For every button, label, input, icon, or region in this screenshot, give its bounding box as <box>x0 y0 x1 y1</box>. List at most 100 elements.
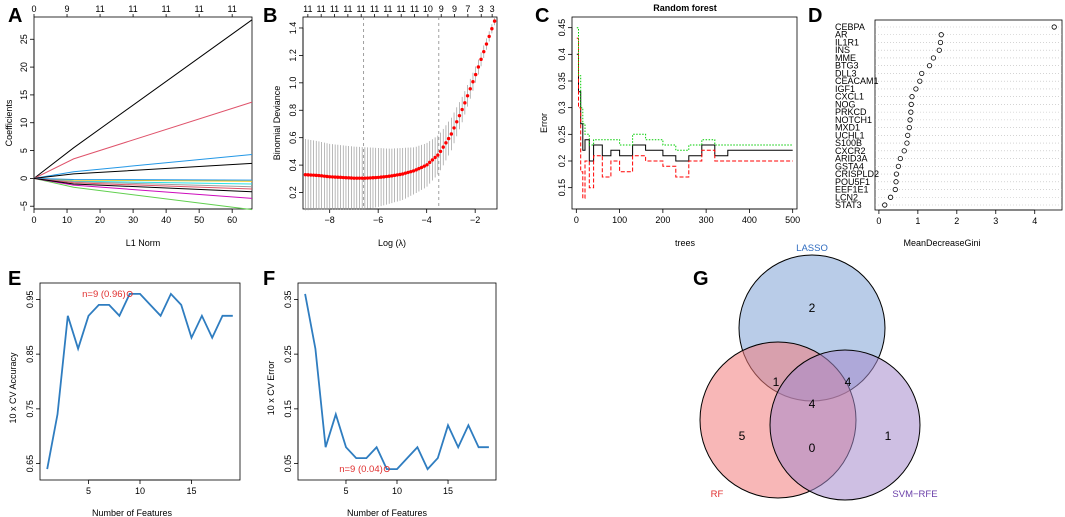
panel-c-error-line <box>576 27 793 151</box>
venn-region-count: 1 <box>885 429 892 443</box>
panel-b-y-tick-label: 0.6 <box>288 131 298 144</box>
panel-b-mean-point <box>392 173 397 178</box>
panel-b-top-tick-label: 11 <box>410 4 419 14</box>
panel-d-point <box>882 202 888 208</box>
panel-f-y-tick-label: 0.15 <box>283 400 293 418</box>
panel-b-mean-point <box>455 120 459 124</box>
panel-d-point <box>895 163 901 169</box>
panel-d-xlabel: MeanDecreaseGini <box>903 238 980 248</box>
panel-b-mean-point <box>303 173 308 177</box>
panel-b-top-tick-label: 11 <box>397 4 406 14</box>
panel-b-y-tick-label: 0.4 <box>288 159 298 172</box>
panel-d-gene-label: BTG3 <box>835 61 859 71</box>
panel-e-y-tick-label: 0.75 <box>25 400 35 418</box>
panel-d-point <box>1051 24 1057 30</box>
panel-d-point <box>926 63 933 69</box>
panel-c-y-tick-label: 0.15 <box>557 179 567 197</box>
panel-b-ylabel: Binomial Deviance <box>272 86 282 161</box>
panel-d-point <box>897 155 903 162</box>
panel-d-gene-label: GSTA4 <box>835 161 864 171</box>
panel-b-mean-point <box>419 165 424 170</box>
panel-c-x-tick-label: 100 <box>612 215 627 225</box>
panel-a-top-tick-label: 0 <box>31 4 36 14</box>
panel-b-mean-point <box>487 34 491 39</box>
panel-letter-f: F <box>263 268 275 290</box>
panel-b-mean-point <box>360 176 364 180</box>
panel-d-x-tick-label: 1 <box>915 216 920 226</box>
panel-d-x-tick-label: 3 <box>993 216 998 226</box>
panel-a-y-tick-label: 5 <box>19 148 29 153</box>
panel-letter-a: A <box>8 5 22 27</box>
panel-d-point <box>919 70 925 77</box>
panel-a-x-tick-label: 60 <box>227 215 237 225</box>
panel-b-mean-point <box>325 174 329 179</box>
panel-d-point <box>909 94 915 100</box>
panel-b-mean-point <box>398 172 402 177</box>
panel-b-mean-point <box>336 175 340 179</box>
panel-d-point <box>908 101 914 107</box>
panel-f-y-tick-label: 0.05 <box>283 455 293 473</box>
panel-a-x-tick-label: 10 <box>62 215 72 225</box>
panel-b-y-tick-label: 0.8 <box>288 104 298 117</box>
panel-b-mean-point <box>314 173 318 178</box>
panel-b-mean-point <box>460 107 464 112</box>
panel-b-mean-point <box>438 149 443 154</box>
panel-a-coef-path <box>33 101 253 179</box>
panel-a-x-tick-label: 30 <box>128 215 138 225</box>
panel-b-top-tick-label: 3 <box>490 4 495 14</box>
panel-b-x-tick-label: −8 <box>325 215 335 225</box>
panel-f-y-tick-label: 0.25 <box>283 345 293 363</box>
panel-b-mean-point <box>463 101 467 105</box>
panel-b-mean-point <box>346 176 351 180</box>
panel-d-point <box>887 194 894 200</box>
panel-a-top-tick-label: 11 <box>95 4 104 14</box>
venn-region-count: 4 <box>809 397 816 411</box>
panel-e-x-tick-label: 10 <box>135 486 145 496</box>
panel-e-y-tick-label: 0.85 <box>25 345 35 363</box>
panel-c-frame <box>571 16 798 210</box>
panel-e-xlabel: Number of Features <box>92 508 173 517</box>
panel-b-mean-point <box>379 175 383 179</box>
panel-d-gene-label: MME <box>835 53 856 63</box>
panel-b-top-tick-label: 11 <box>343 4 352 14</box>
panel-d-point <box>936 47 942 53</box>
panel-b-top-tick-label: 3 <box>479 4 484 14</box>
panel-d-x-tick-label: 2 <box>954 216 959 226</box>
panel-a-coef-path <box>33 177 253 193</box>
panel-b-mean-point <box>349 176 354 180</box>
panel-d-point <box>905 132 911 138</box>
panel-f-x-tick-label: 15 <box>443 486 453 496</box>
panel-b-mean-point <box>449 132 454 136</box>
panel-b-mean-point <box>322 174 327 178</box>
panel-a-coef-path <box>33 177 253 211</box>
panel-e-annotation: n=9 (0.96) <box>82 289 126 300</box>
panel-d-gene-label: POU5F1 <box>835 177 870 187</box>
panel-b-x-tick-label: −6 <box>373 215 383 225</box>
panel-a-y-tick-label: −5 <box>19 201 29 211</box>
panel-b-top-tick-label: 11 <box>330 4 339 14</box>
panel-b-mean-point <box>457 113 462 118</box>
panel-a-y-tick-label: 20 <box>19 62 29 72</box>
panel-d-gene-label: LCN2 <box>835 192 858 202</box>
panel-a-y-tick-label: 0 <box>19 176 29 181</box>
panel-b-mean-point <box>482 49 486 54</box>
panel-e-y-tick-label: 0.65 <box>25 455 35 473</box>
venn-set-label: RF <box>711 489 724 500</box>
panel-b-mean-point <box>422 164 427 168</box>
panel-d-point <box>908 109 914 115</box>
panel-a-x-tick-label: 50 <box>194 215 204 225</box>
panel-b-mean-point <box>403 171 408 175</box>
panel-b-y-tick-label: 1.0 <box>288 77 298 90</box>
panel-b-x-tick-label: −2 <box>470 215 480 225</box>
panel-f-frame <box>297 282 497 481</box>
panel-d-point <box>901 148 907 154</box>
panel-b-mean-point <box>365 176 370 180</box>
panel-c-x-tick-label: 500 <box>785 215 800 225</box>
panel-f-x-tick-label: 5 <box>343 486 348 496</box>
panel-d-gene-label: DLL3 <box>835 68 857 78</box>
panel-b-y-tick-label: 0.2 <box>288 186 298 199</box>
panel-c-x-tick-label: 400 <box>742 215 757 225</box>
panel-d-point <box>893 179 899 185</box>
venn-region-count: 1 <box>773 375 780 389</box>
panel-d-gene-label: AR <box>835 30 848 40</box>
